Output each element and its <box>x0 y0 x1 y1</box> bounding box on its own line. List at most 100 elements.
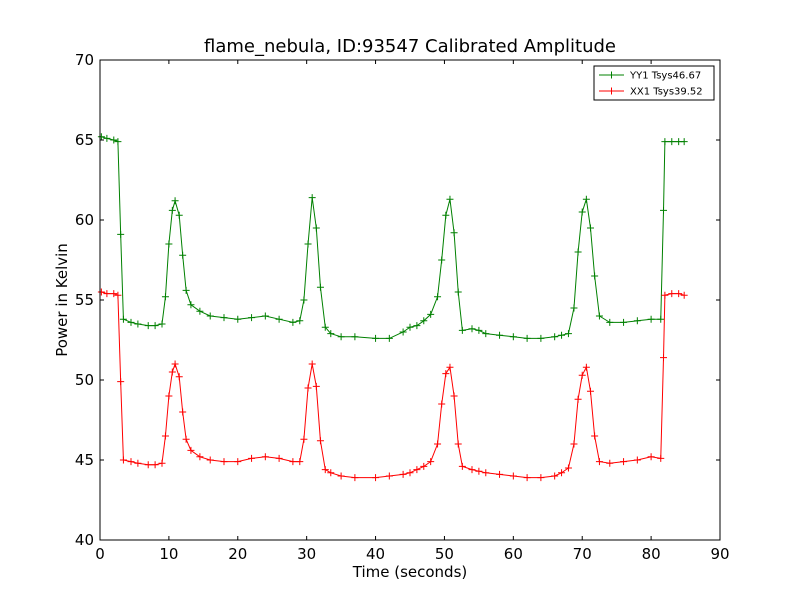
x-tick-label: 70 <box>573 545 592 563</box>
data-point <box>248 314 256 322</box>
data-point <box>509 333 517 341</box>
data-point <box>475 467 483 475</box>
x-tick-label: 40 <box>366 545 385 563</box>
data-point <box>458 326 466 334</box>
data-point <box>680 291 688 299</box>
data-point <box>413 466 421 474</box>
data-point <box>427 458 435 466</box>
data-point <box>179 408 187 416</box>
data-point <box>234 315 242 323</box>
data-point <box>206 456 214 464</box>
data-point <box>114 291 122 299</box>
y-tick-label: 40 <box>75 531 94 549</box>
data-point <box>321 466 329 474</box>
data-point <box>158 320 166 328</box>
data-point <box>606 318 614 326</box>
data-point <box>406 323 414 331</box>
data-point <box>595 458 603 466</box>
y-tick-label: 50 <box>75 371 94 389</box>
data-point <box>175 373 183 381</box>
data-point <box>182 435 190 443</box>
data-point <box>261 312 269 320</box>
data-point <box>275 315 283 323</box>
data-point <box>110 136 118 144</box>
data-point <box>316 283 324 291</box>
data-point <box>134 320 142 328</box>
data-point <box>434 293 442 301</box>
data-point <box>385 472 393 480</box>
data-point <box>657 315 665 323</box>
x-tick-label: 90 <box>710 545 729 563</box>
data-point <box>586 224 594 232</box>
data-point <box>134 459 142 467</box>
data-point <box>308 360 316 368</box>
data-point <box>574 248 582 256</box>
data-point <box>312 224 320 232</box>
data-point <box>496 470 504 478</box>
y-tick-label: 60 <box>75 211 94 229</box>
data-point <box>551 333 559 341</box>
data-point <box>570 304 578 312</box>
series-line <box>101 291 685 479</box>
data-point <box>171 360 179 368</box>
data-point <box>620 458 628 466</box>
data-point <box>591 272 599 280</box>
data-point <box>442 211 450 219</box>
data-point <box>450 229 458 237</box>
data-point <box>468 325 476 333</box>
data-point <box>165 392 173 400</box>
data-point <box>558 331 566 339</box>
data-point <box>182 286 190 294</box>
data-point <box>103 290 111 298</box>
data-point <box>660 354 668 362</box>
data-point <box>420 317 428 325</box>
data-point <box>442 370 450 378</box>
data-point <box>300 296 308 304</box>
data-point <box>127 458 135 466</box>
data-point <box>647 315 655 323</box>
data-point <box>327 330 335 338</box>
data-point <box>117 230 125 238</box>
data-point <box>187 301 195 309</box>
legend-box <box>593 65 715 101</box>
data-point <box>399 328 407 336</box>
data-point <box>175 211 183 219</box>
data-point <box>537 334 545 342</box>
x-axis-label: Time (seconds) <box>352 563 468 581</box>
data-point <box>119 315 127 323</box>
data-point <box>97 288 105 296</box>
data-point <box>564 330 572 338</box>
data-point <box>482 330 490 338</box>
data-point <box>661 291 669 299</box>
data-point <box>196 453 204 461</box>
chart-title: flame_nebula, ID:93547 Calibrated Amplit… <box>204 36 616 57</box>
data-point <box>234 458 242 466</box>
data-point <box>537 474 545 482</box>
data-point <box>420 462 428 470</box>
data-point <box>275 454 283 462</box>
data-point <box>434 440 442 448</box>
data-point <box>168 368 176 376</box>
data-point <box>582 363 590 371</box>
data-point <box>316 437 324 445</box>
data-point <box>633 317 641 325</box>
data-point <box>657 454 665 462</box>
data-point <box>446 363 454 371</box>
y-axis: 40 45 50 55 60 65 70 <box>75 51 720 549</box>
data-point <box>261 453 269 461</box>
data-point <box>351 474 359 482</box>
y-tick-label: 55 <box>75 291 94 309</box>
data-point <box>206 312 214 320</box>
data-point <box>620 318 628 326</box>
data-point <box>351 333 359 341</box>
data-point <box>151 461 159 469</box>
data-point <box>144 461 152 469</box>
data-point <box>300 435 308 443</box>
data-point <box>158 459 166 467</box>
data-point <box>523 474 531 482</box>
data-point <box>372 334 380 342</box>
data-point <box>438 256 446 264</box>
data-point <box>337 333 345 341</box>
data-point <box>570 440 578 448</box>
data-point <box>454 288 462 296</box>
